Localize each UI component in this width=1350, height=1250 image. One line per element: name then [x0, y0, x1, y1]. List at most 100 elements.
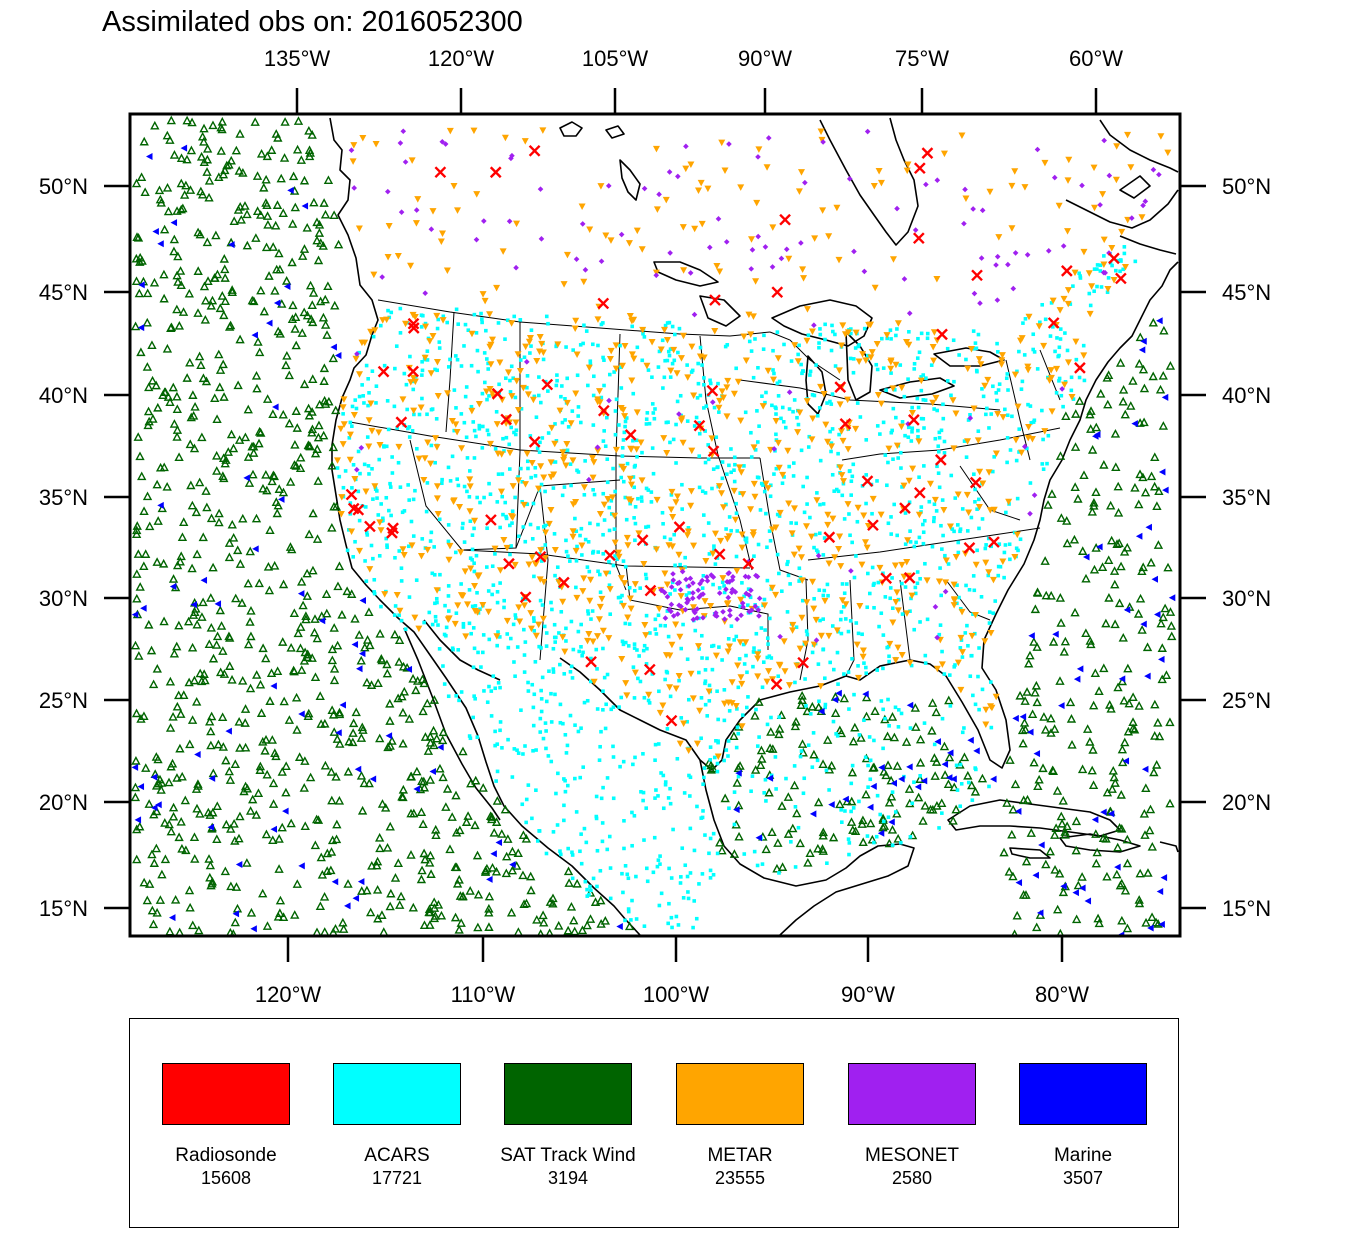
acars-marker — [1065, 348, 1070, 353]
acars-marker — [630, 810, 634, 815]
sat-track-wind-marker — [1128, 376, 1138, 385]
acars-marker — [864, 665, 868, 670]
sat-track-wind-marker — [814, 702, 824, 712]
sat-track-wind-marker — [168, 811, 179, 821]
acars-marker — [1071, 284, 1075, 288]
metar-marker — [817, 632, 825, 640]
metar-marker — [867, 321, 875, 329]
mesonet-marker — [710, 574, 717, 580]
acars-marker — [595, 848, 600, 853]
acars-marker — [516, 475, 520, 479]
sat-track-wind-marker — [1004, 866, 1014, 876]
acars-marker — [663, 323, 668, 328]
metar-marker — [523, 450, 531, 458]
metar-marker — [687, 502, 695, 510]
mesonet-marker — [695, 587, 702, 594]
sat-track-wind-marker — [285, 477, 296, 486]
acars-marker — [715, 769, 720, 774]
acars-marker — [711, 582, 715, 587]
acars-marker — [742, 852, 747, 856]
sat-track-wind-marker — [169, 150, 180, 159]
sat-track-wind-marker — [266, 145, 277, 154]
sat-track-wind-marker — [230, 929, 237, 935]
acars-marker — [702, 766, 707, 770]
acars-marker — [549, 720, 554, 724]
acars-marker — [960, 507, 965, 511]
metar-marker — [547, 507, 555, 514]
acars-marker — [776, 674, 781, 679]
metar-marker — [838, 342, 846, 349]
acars-marker — [793, 865, 798, 869]
metar-marker — [808, 436, 816, 443]
metar-marker — [723, 384, 731, 391]
metar-marker — [539, 615, 547, 623]
marine-marker — [170, 219, 178, 227]
acars-marker — [1022, 353, 1027, 357]
sat-track-wind-marker — [236, 214, 246, 224]
marine-marker — [1145, 523, 1152, 531]
sat-track-wind-marker — [151, 780, 162, 790]
metar-marker — [949, 397, 957, 404]
sat-track-wind-marker — [408, 902, 418, 912]
marine-marker — [1028, 632, 1035, 640]
acars-marker — [532, 574, 536, 579]
sat-track-wind-marker — [858, 815, 868, 825]
acars-marker — [526, 680, 530, 685]
mesonet-marker — [851, 248, 857, 255]
metar-marker — [968, 632, 976, 640]
acars-marker — [599, 729, 603, 734]
sat-track-wind-marker — [177, 532, 188, 542]
metar-marker — [415, 625, 423, 633]
acars-marker — [551, 667, 556, 671]
acars-marker — [757, 735, 761, 739]
metar-marker — [515, 604, 523, 611]
acars-marker — [601, 785, 605, 790]
sat-track-wind-marker — [884, 838, 894, 848]
acars-marker — [371, 556, 375, 561]
acars-marker — [720, 476, 725, 481]
legend-name: Radiosonde — [175, 1145, 277, 1166]
acars-marker — [695, 396, 700, 400]
sat-track-wind-marker — [174, 452, 184, 461]
metar-marker — [594, 396, 602, 403]
sat-track-wind-marker — [298, 600, 308, 610]
acars-marker — [894, 415, 898, 420]
metar-marker — [427, 370, 435, 377]
acars-marker — [867, 735, 872, 739]
acars-marker — [993, 599, 998, 603]
metar-marker — [467, 565, 475, 572]
acars-marker — [697, 485, 702, 490]
acars-marker — [543, 721, 548, 725]
sat-track-wind-marker — [883, 760, 893, 770]
acars-marker — [419, 313, 424, 317]
marine-marker — [898, 775, 905, 783]
sat-track-wind-marker — [312, 927, 322, 935]
acars-marker — [1069, 375, 1074, 380]
acars-marker — [817, 345, 821, 350]
sat-track-wind-marker — [278, 637, 288, 646]
acars-marker — [446, 365, 451, 369]
sat-track-wind-marker — [152, 479, 162, 489]
sat-track-wind-marker — [846, 817, 857, 826]
acars-marker — [666, 796, 671, 800]
acars-marker — [455, 477, 460, 481]
metar-marker — [548, 424, 556, 432]
metar-marker — [824, 511, 832, 519]
acars-marker — [724, 527, 728, 531]
acars-marker — [576, 729, 581, 734]
sat-track-wind-marker — [454, 874, 464, 884]
sat-track-wind-marker — [322, 608, 332, 618]
acars-marker — [652, 835, 657, 840]
acars-marker — [598, 744, 602, 749]
metar-marker — [396, 607, 404, 615]
metar-marker — [339, 404, 347, 411]
acars-marker — [478, 500, 482, 505]
sat-track-wind-marker — [1045, 846, 1055, 856]
acars-marker — [588, 359, 593, 364]
acars-marker — [941, 402, 945, 407]
acars-marker — [639, 495, 644, 500]
sat-track-wind-marker — [334, 561, 345, 571]
metar-marker — [383, 316, 391, 324]
acars-marker — [549, 759, 554, 764]
radiosonde-marker — [1060, 264, 1073, 277]
